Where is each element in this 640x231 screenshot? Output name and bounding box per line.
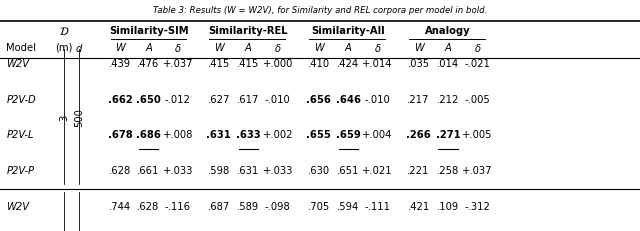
Text: +.005: +.005: [462, 130, 493, 140]
Text: .687: .687: [208, 201, 230, 211]
Text: .589: .589: [237, 201, 259, 211]
Text: .217: .217: [408, 94, 429, 104]
Text: .656: .656: [307, 94, 331, 104]
Text: .650: .650: [136, 94, 161, 104]
Text: .617: .617: [237, 94, 259, 104]
Text: P2V-D: P2V-D: [6, 94, 36, 104]
Text: .415: .415: [237, 58, 259, 69]
Text: +.002: +.002: [262, 130, 293, 140]
Text: 3: 3: [59, 114, 69, 120]
Text: Similarity-SIM: Similarity-SIM: [109, 26, 189, 36]
Text: .630: .630: [308, 165, 330, 175]
Text: Table 3: Results (W = W2V), for Similarity and REL corpora per model in bold.: Table 3: Results (W = W2V), for Similari…: [153, 6, 487, 15]
Text: .631: .631: [207, 130, 231, 140]
Text: -.116: -.116: [165, 201, 191, 211]
Text: .421: .421: [408, 201, 429, 211]
Text: .628: .628: [138, 201, 159, 211]
Text: .035: .035: [408, 58, 429, 69]
Text: W: W: [314, 42, 324, 52]
Text: .424: .424: [337, 58, 359, 69]
Text: .633: .633: [236, 130, 260, 140]
Text: .678: .678: [108, 130, 132, 140]
Text: W: W: [214, 42, 224, 52]
Text: Similarity-All: Similarity-All: [311, 26, 385, 36]
Text: .598: .598: [208, 165, 230, 175]
Text: (m): (m): [55, 42, 73, 52]
Text: $d$: $d$: [74, 41, 83, 53]
Text: .476: .476: [138, 58, 159, 69]
Text: W2V: W2V: [6, 201, 29, 211]
Text: +.008: +.008: [163, 130, 193, 140]
Text: P2V-P: P2V-P: [6, 165, 35, 175]
Text: +.000: +.000: [262, 58, 293, 69]
Text: .646: .646: [335, 94, 361, 104]
Text: +.033: +.033: [262, 165, 293, 175]
Text: Analogy: Analogy: [425, 26, 471, 36]
Text: +.037: +.037: [462, 165, 493, 175]
Text: A: A: [145, 42, 152, 52]
Text: -.010: -.010: [265, 94, 291, 104]
Text: -.010: -.010: [365, 94, 390, 104]
Text: .109: .109: [437, 201, 459, 211]
Text: Model: Model: [6, 42, 36, 52]
Text: .627: .627: [208, 94, 230, 104]
Text: .659: .659: [336, 130, 360, 140]
Text: .661: .661: [138, 165, 159, 175]
Text: W: W: [413, 42, 424, 52]
Text: .271: .271: [436, 130, 460, 140]
Text: .705: .705: [308, 201, 330, 211]
Text: .594: .594: [337, 201, 359, 211]
Text: -.021: -.021: [465, 58, 490, 69]
Text: $\delta$: $\delta$: [374, 41, 381, 53]
Text: .221: .221: [408, 165, 429, 175]
Text: .410: .410: [308, 58, 330, 69]
Text: W: W: [115, 42, 125, 52]
Text: -.098: -.098: [265, 201, 291, 211]
Text: .439: .439: [109, 58, 131, 69]
Text: .415: .415: [208, 58, 230, 69]
Text: 500: 500: [74, 107, 84, 126]
Text: W2V: W2V: [6, 58, 29, 69]
Text: P2V-L: P2V-L: [6, 130, 34, 140]
Text: +.004: +.004: [362, 130, 393, 140]
Text: $\delta$: $\delta$: [174, 41, 182, 53]
Text: .266: .266: [406, 130, 431, 140]
Text: .651: .651: [337, 165, 359, 175]
Text: +.037: +.037: [163, 58, 193, 69]
Text: .655: .655: [307, 130, 331, 140]
Text: $\delta$: $\delta$: [474, 41, 481, 53]
Text: +.033: +.033: [163, 165, 193, 175]
Text: +.014: +.014: [362, 58, 393, 69]
Text: A: A: [245, 42, 252, 52]
Text: +.021: +.021: [362, 165, 393, 175]
Text: .686: .686: [136, 130, 161, 140]
Text: .662: .662: [108, 94, 132, 104]
Text: .014: .014: [437, 58, 459, 69]
Text: $\mathcal{D}$: $\mathcal{D}$: [59, 25, 69, 37]
Text: $\delta$: $\delta$: [274, 41, 282, 53]
Text: -.312: -.312: [465, 201, 490, 211]
Text: .212: .212: [437, 94, 459, 104]
Text: .258: .258: [437, 165, 459, 175]
Text: .631: .631: [237, 165, 259, 175]
Text: -.111: -.111: [365, 201, 390, 211]
Text: -.012: -.012: [165, 94, 191, 104]
Text: .744: .744: [109, 201, 131, 211]
Text: A: A: [445, 42, 451, 52]
Text: Similarity-REL: Similarity-REL: [209, 26, 288, 36]
Text: .628: .628: [109, 165, 131, 175]
Text: -.005: -.005: [465, 94, 490, 104]
Text: A: A: [345, 42, 351, 52]
